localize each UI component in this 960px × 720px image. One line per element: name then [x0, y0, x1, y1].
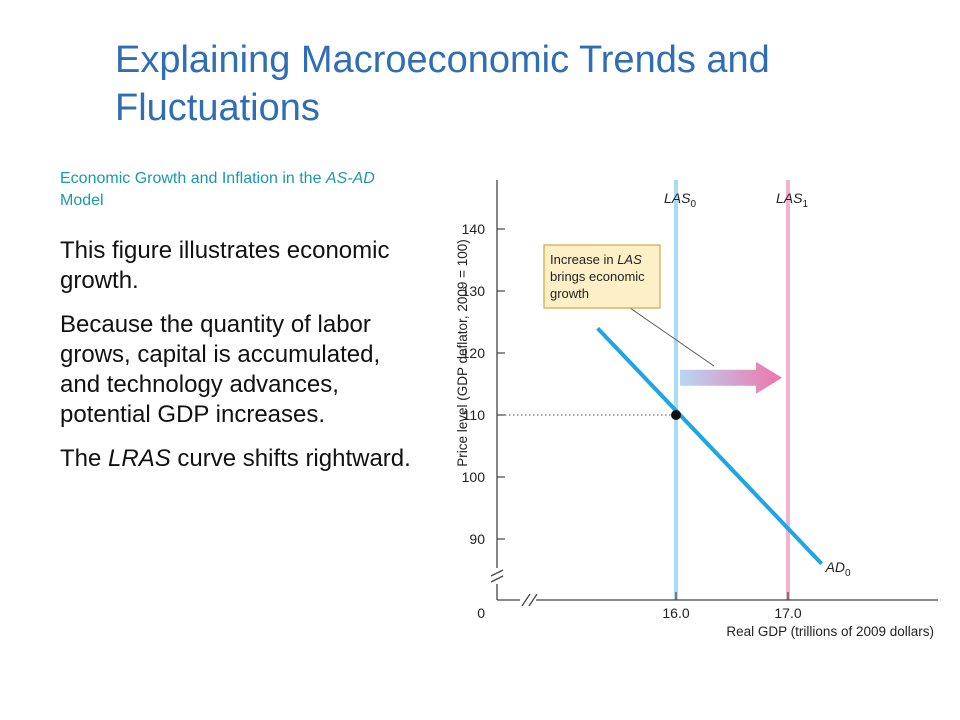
subtitle-text-2: AS-AD: [325, 170, 375, 187]
equilibrium-point: [671, 410, 681, 420]
slide-title: Explaining Macroeconomic Trends and Fluc…: [115, 39, 770, 129]
y-tick-label: 130: [462, 283, 486, 299]
y-axis-break-mark-2: [490, 575, 504, 583]
annotation-text-line: brings economic: [550, 269, 645, 284]
y-axis-break-mark-1: [490, 569, 504, 577]
y-tick-label: 140: [462, 221, 486, 237]
y-axis-label: Price level (GDP deflator, 2009 = 100): [455, 239, 470, 467]
annotation-leader-line: [629, 307, 715, 367]
subtitle-text-1: Economic Growth and Inflation in the: [60, 170, 326, 187]
origin-label: 0: [477, 605, 485, 621]
body-text: This figure illustrates economic growth.…: [60, 236, 420, 488]
subtitle-text-3: Model: [60, 192, 104, 209]
y-tick-label: 110: [463, 407, 486, 423]
paragraph-2: Because the quantity of labor grows, cap…: [60, 311, 381, 428]
x-tick-label: 16.0: [662, 605, 689, 621]
curve-label-las1: LAS1: [776, 190, 808, 210]
shift-arrow: [680, 361, 782, 394]
paragraph-1: This figure illustrates economic growth.: [60, 237, 390, 294]
annotation-box: [543, 244, 661, 309]
annotation-text-line: growth: [550, 286, 589, 301]
x-axis-label: Real GDP (trillions of 2009 dollars): [726, 624, 934, 639]
x-tick-label: 17.0: [774, 605, 801, 621]
as-ad-chart: LAS0 LAS1 AD0 90 100 110 120 130 140 0 16.0 17.0 Rea…: [455, 180, 938, 639]
paragraph-3: The LRAS curve shifts rightward.: [60, 444, 420, 474]
curve-label-las0: LAS0: [664, 190, 696, 210]
x-axis-break-mark-2: [528, 593, 538, 607]
paragraph-3-text-3: curve shifts rightward.: [170, 445, 411, 472]
curve-label-ad0: AD0: [825, 559, 851, 579]
y-tick-label: 100: [462, 469, 486, 485]
figure-subtitle: Economic Growth and Inflation in the AS-…: [60, 168, 420, 212]
paragraph-3-text-1: The: [60, 445, 109, 472]
curve-ad0: [596, 326, 824, 566]
y-tick-label: 90: [469, 531, 485, 547]
annotation-text-line: Increase in LAS: [550, 252, 642, 267]
y-tick-label: 120: [462, 345, 486, 361]
x-axis-break-mark-1: [521, 593, 531, 607]
paragraph-3-text-2: LRAS: [108, 445, 171, 472]
